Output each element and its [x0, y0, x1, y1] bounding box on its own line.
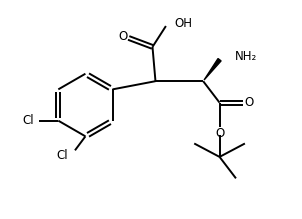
Text: O: O	[245, 96, 254, 109]
Text: Cl: Cl	[22, 114, 34, 127]
Text: O: O	[215, 127, 224, 140]
Text: NH₂: NH₂	[235, 50, 257, 63]
Text: Cl: Cl	[57, 149, 69, 162]
Polygon shape	[204, 58, 221, 80]
Text: OH: OH	[175, 17, 193, 30]
Text: O: O	[119, 30, 128, 43]
